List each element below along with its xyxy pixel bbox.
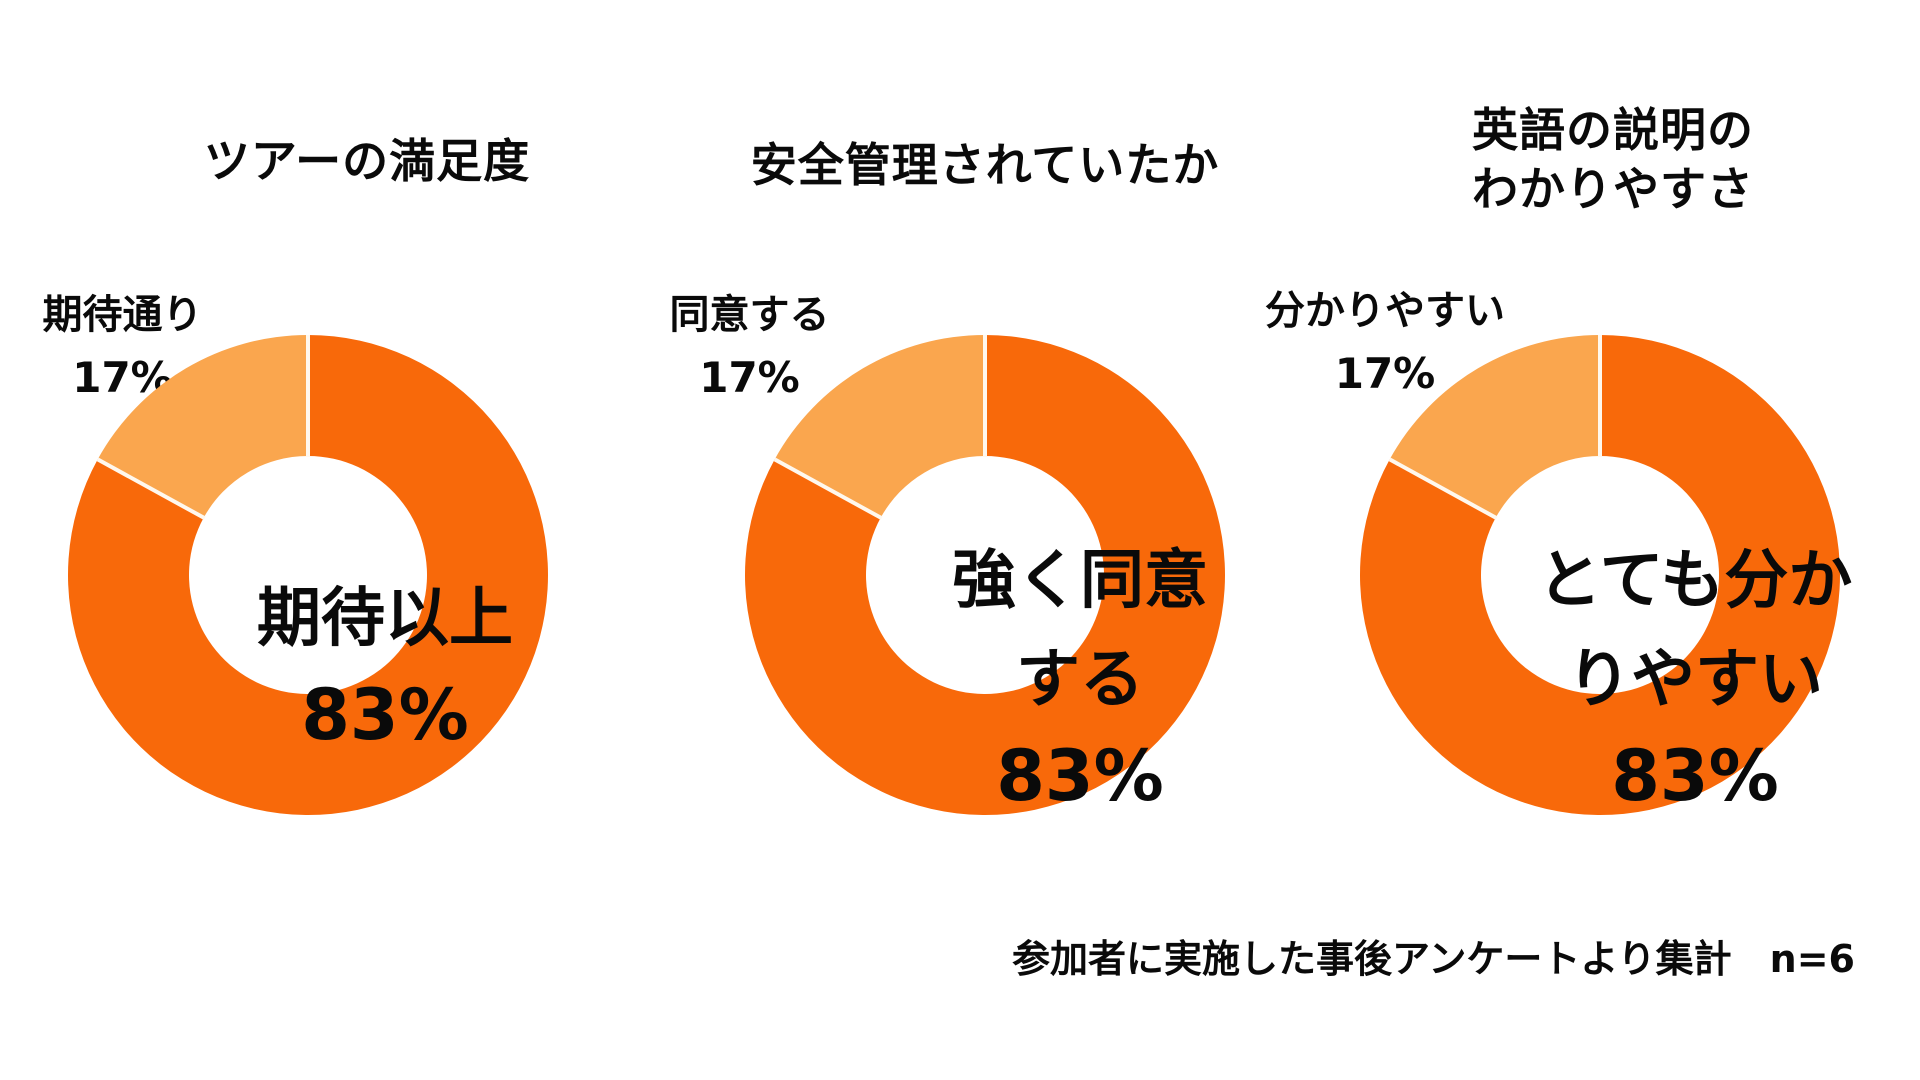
segment-divider bbox=[96, 457, 206, 520]
chart-3-center-percent: 83% bbox=[1611, 735, 1779, 818]
chart-3-center-label-line-2: りやすい bbox=[1567, 643, 1823, 718]
chart-1-callout: 期待通り 17% bbox=[25, 290, 220, 405]
donut-chart-english-explanation bbox=[1360, 335, 1840, 815]
chart-2-title-line: 安全管理されていたか bbox=[750, 138, 1220, 192]
footnote-survey-source: 参加者に実施した事後アンケートより集計 n=6 bbox=[1011, 937, 1855, 981]
chart-2-center-label-line-2: する bbox=[1016, 643, 1144, 718]
donut-segment bbox=[1389, 335, 1600, 518]
donut-segment bbox=[68, 335, 549, 815]
chart-3-title-line-2: わかりやすさ bbox=[1472, 161, 1754, 216]
donut-segment bbox=[745, 335, 1225, 815]
chart-1-center-percent: 83% bbox=[301, 674, 469, 757]
segment-divider bbox=[773, 457, 883, 520]
chart-3-callout: 分かりやすい 17% bbox=[1262, 286, 1508, 401]
donut-chart-safety-management bbox=[745, 335, 1225, 815]
chart-3-center-text: とても分か りやすい 83% bbox=[1530, 532, 1860, 815]
chart-3-title-line-1: 英語の説明の bbox=[1472, 103, 1754, 157]
chart-3-center-label-line-1: とても分か bbox=[1537, 544, 1853, 618]
chart-2-center-percent: 83% bbox=[996, 735, 1164, 818]
chart-1-callout-label: 期待通り bbox=[42, 292, 203, 338]
chart-2-title: 安全管理されていたか bbox=[715, 136, 1255, 195]
donut-segment bbox=[97, 335, 308, 518]
chart-2-callout-percent: 17% bbox=[699, 353, 800, 402]
chart-1-center-text: 期待以上 83% bbox=[225, 570, 545, 754]
chart-2-center-label-line-1: 強く同意 bbox=[952, 544, 1208, 618]
donut-segment bbox=[774, 335, 985, 518]
chart-2-center-text: 強く同意 する 83% bbox=[920, 532, 1240, 815]
chart-1-center-label: 期待以上 bbox=[257, 582, 513, 656]
donut-chart-tour-satisfaction bbox=[68, 335, 549, 815]
chart-2-callout-label: 同意する bbox=[669, 292, 830, 338]
chart-3-callout-label: 分かりやすい bbox=[1265, 288, 1505, 334]
segment-divider bbox=[1388, 457, 1498, 520]
chart-1-title: ツアーの満足度 bbox=[97, 132, 637, 191]
chart-1-title-line: ツアーの満足度 bbox=[203, 134, 531, 188]
chart-2-callout: 同意する 17% bbox=[652, 290, 847, 405]
chart-3-callout-percent: 17% bbox=[1334, 349, 1436, 398]
chart-3-title: 英語の説明の わかりやすさ bbox=[1343, 101, 1883, 219]
donut-segment bbox=[1360, 335, 1840, 815]
